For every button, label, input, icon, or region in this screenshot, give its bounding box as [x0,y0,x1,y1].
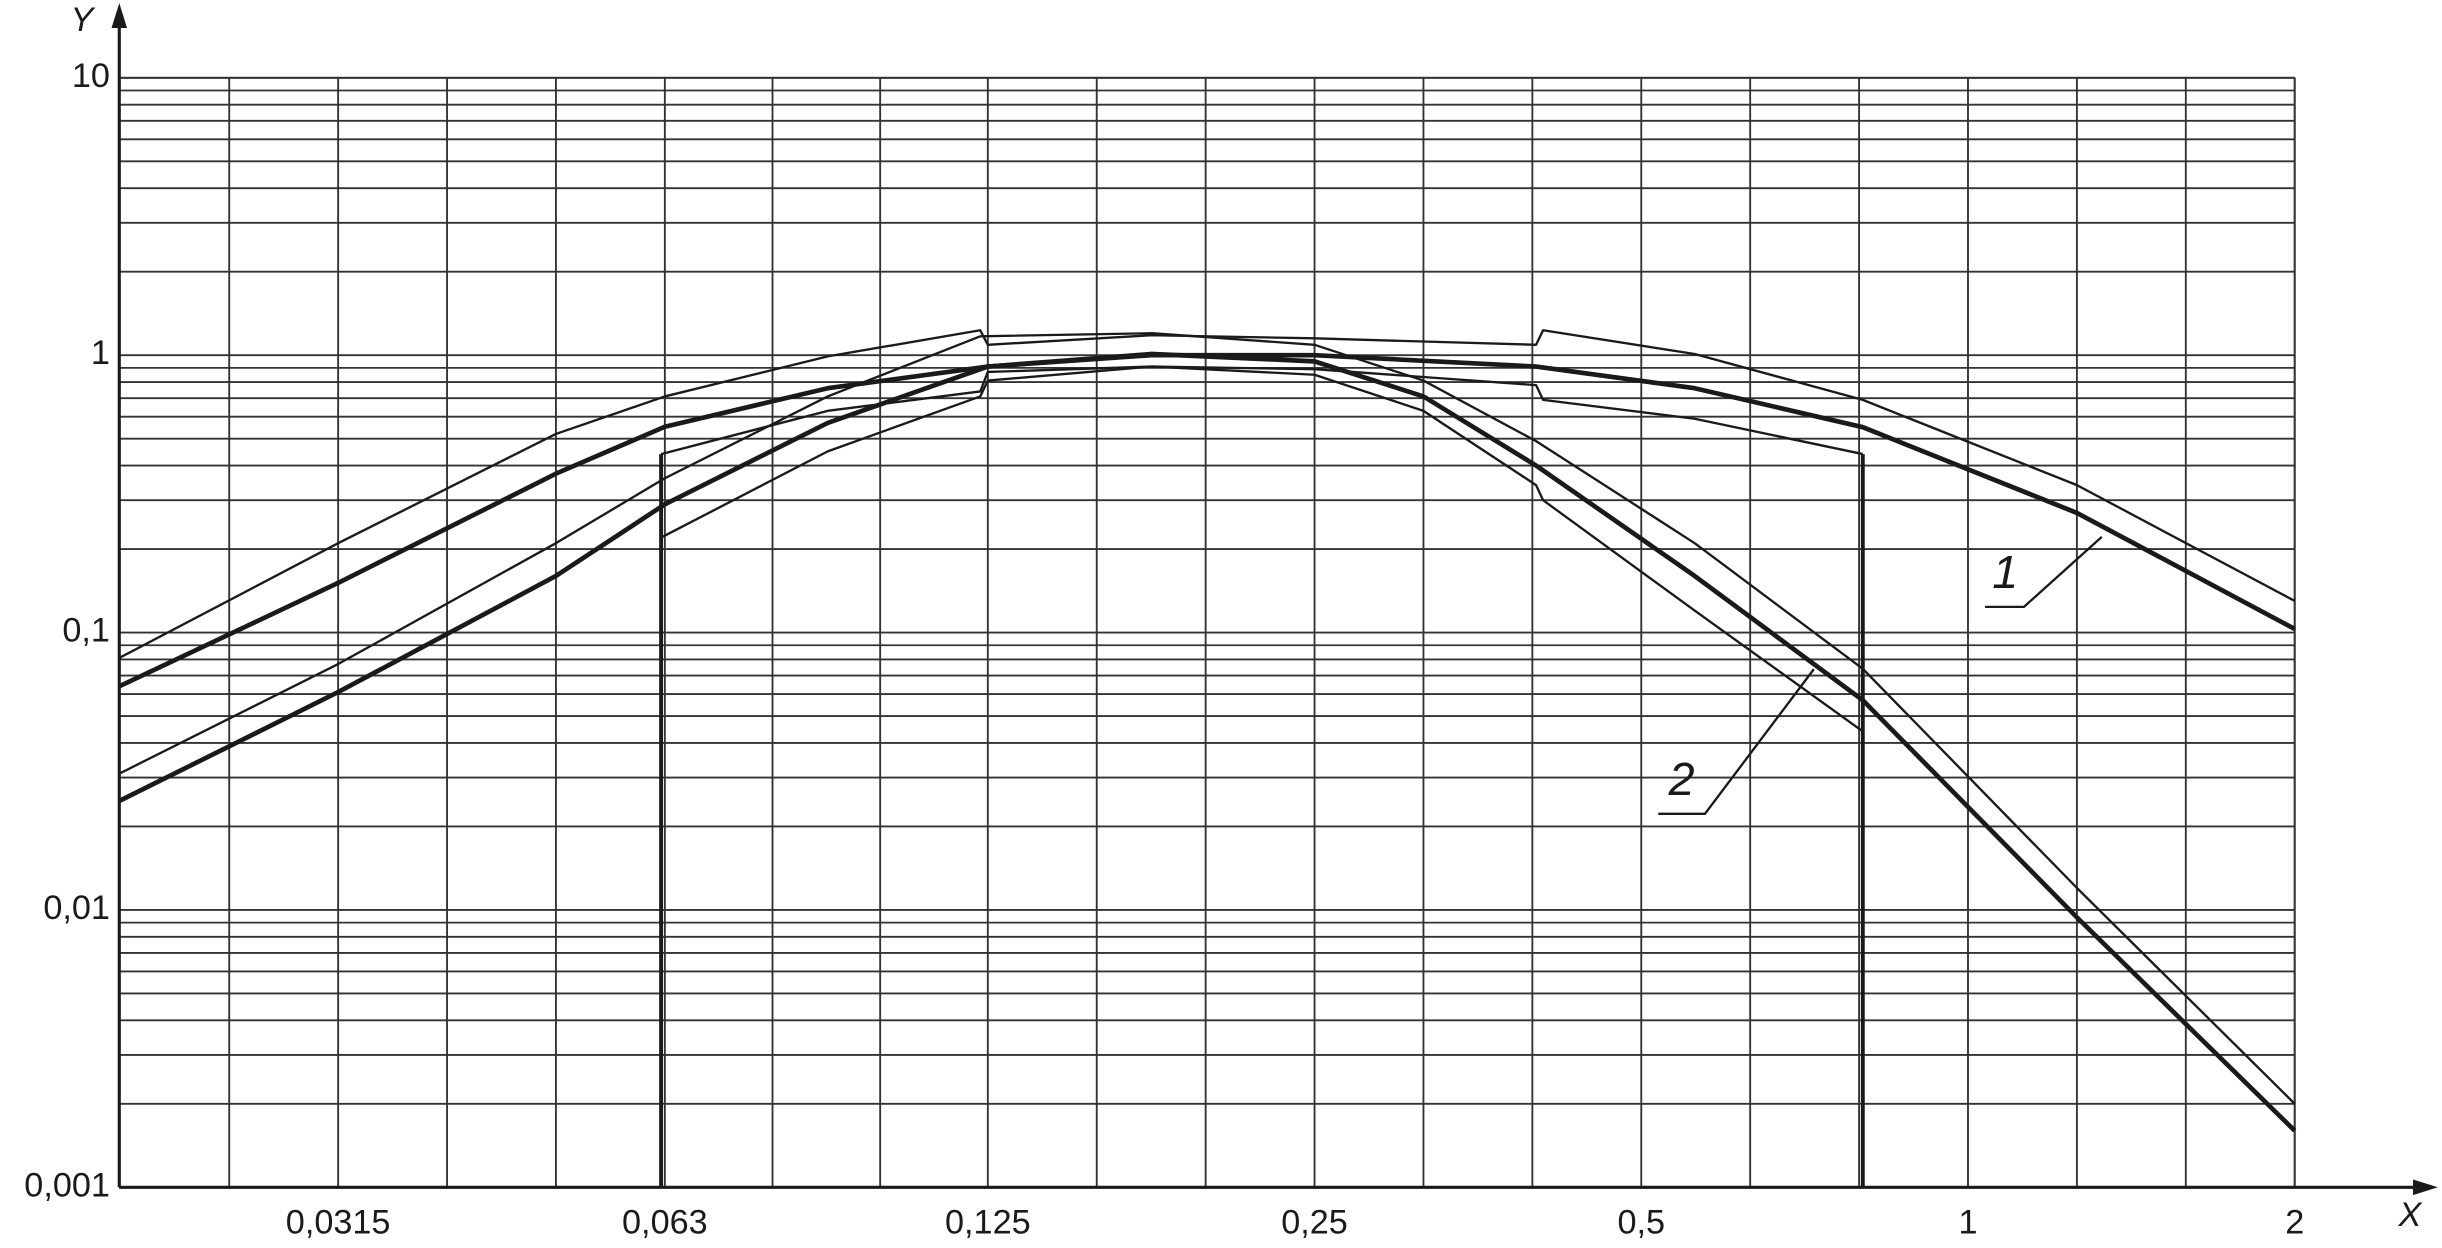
x-axis-label: X [2397,1196,2422,1234]
x-tick-label: 1 [1958,1204,1977,1242]
y-tick-label: 0,001 [24,1166,110,1204]
annotation: 2 [1668,753,1695,805]
y-tick-label: 10 [72,57,110,95]
curve [118,351,2297,1133]
leader-line [1985,535,2103,609]
leader-line [1658,668,1815,816]
plot-area [118,329,2297,1188]
y-tick-label: 0,01 [43,889,110,927]
x-tick-label: 0,125 [945,1204,1031,1242]
x-tick-label: 2 [2285,1204,2304,1242]
x-arrow [2412,1179,2438,1196]
y-tick-label: 0,1 [62,612,110,650]
x-tick-label: 0,063 [622,1204,708,1242]
curve [660,365,1864,456]
x-tick-label: 0,5 [1617,1204,1665,1242]
x-tick-label: 0,0315 [286,1204,391,1242]
curve [118,329,2296,659]
curve [118,332,2296,1105]
y-axis-label: Y [71,1,96,39]
y-tick-label: 1 [91,334,110,372]
x-tick-label: 0,25 [1281,1204,1348,1242]
curve [660,365,1864,733]
y-arrow [111,3,128,29]
annotation: 1 [1992,546,2018,598]
